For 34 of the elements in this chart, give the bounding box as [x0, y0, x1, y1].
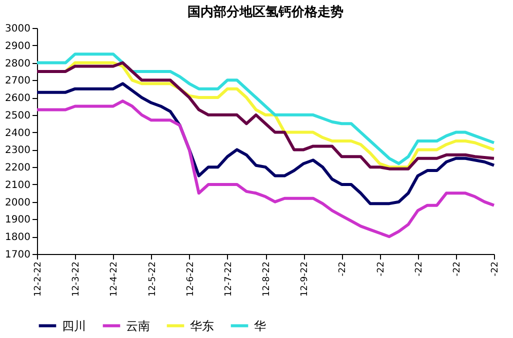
- x-tick-label: 12-9-22: [300, 262, 310, 297]
- x-tick-label: -22: [376, 262, 386, 276]
- x-tick-label: -22: [338, 262, 348, 276]
- chart-title: 国内部分地区氢钙价格走势: [188, 4, 344, 20]
- line-series: [36, 100, 496, 238]
- x-tick-label: 12-6-22: [186, 262, 196, 297]
- x-tick-label: 12-4-22: [110, 262, 120, 297]
- line-series: [36, 82, 496, 206]
- y-tick-label: 2800: [5, 58, 30, 70]
- y-tick-label: 2100: [5, 180, 30, 191]
- y-tick-label: 2600: [5, 93, 30, 104]
- x-tick-label: 12-5-22: [148, 262, 158, 297]
- legend-label: 华: [254, 318, 266, 333]
- y-tick-label: 1700: [5, 250, 30, 260]
- legend-label: 云南: [126, 318, 150, 333]
- x-tick-label: -22: [414, 262, 424, 276]
- x-tick-label: 12-2-22: [34, 262, 44, 297]
- x-tick-label: -22: [452, 262, 462, 276]
- y-tick-label: 2400: [5, 128, 30, 139]
- y-tick-label: 1900: [5, 214, 30, 226]
- x-tick-label: 12-7-22: [224, 262, 234, 297]
- y-tick-label: 1800: [5, 232, 30, 244]
- y-tick-label: 2200: [5, 162, 30, 174]
- y-tick-label: 2300: [5, 145, 30, 156]
- x-tick-label: -22: [490, 262, 500, 276]
- y-tick-label: 3000: [5, 24, 30, 34]
- y-tick-label: 2000: [5, 197, 30, 208]
- x-tick-label: 12-8-22: [262, 262, 272, 297]
- y-tick-label: 2900: [5, 40, 30, 52]
- y-tick-label: 2500: [5, 110, 30, 122]
- y-tick-label: 2700: [5, 76, 30, 87]
- x-tick-label: 12-3-22: [72, 262, 82, 297]
- legend-label: 华东: [190, 318, 214, 333]
- legend-label: 四川: [62, 318, 86, 333]
